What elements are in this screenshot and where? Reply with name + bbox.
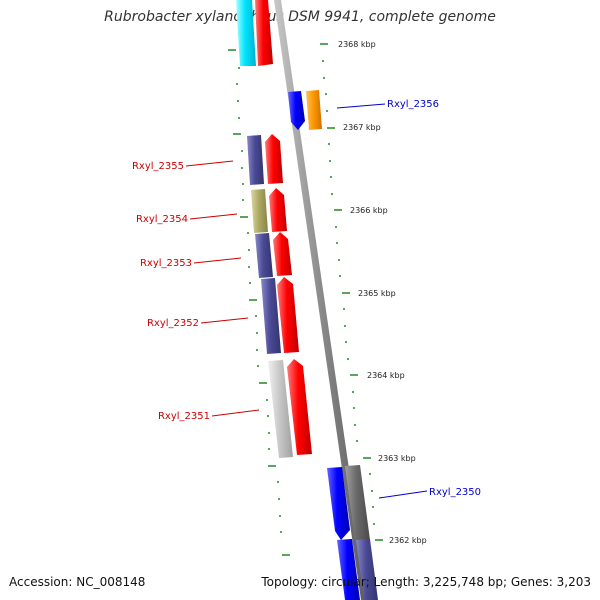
scale-label: 2364 kbp bbox=[367, 371, 405, 380]
genome-backbone bbox=[274, 0, 368, 600]
scale-label: 2368 kbp bbox=[338, 40, 376, 49]
gene-feature-rxyl-2353[interactable] bbox=[273, 232, 292, 276]
gene-label-rxyl-2350[interactable]: Rxyl_2350 bbox=[429, 487, 481, 498]
map-title: Rubrobacter xylanophilus DSM 9941, compl… bbox=[104, 9, 496, 25]
gene-feature-cyan[interactable] bbox=[236, 0, 256, 66]
gene-feature-rxyl-2351[interactable] bbox=[287, 359, 312, 455]
inner-tick-marks bbox=[228, 49, 290, 556]
gene-feature-rxyl-2355-domain[interactable] bbox=[247, 135, 264, 185]
gene-label-rxyl-2353[interactable]: Rxyl_2353 bbox=[140, 258, 192, 269]
gene-feature-rxyl-2356-orange[interactable] bbox=[306, 90, 322, 130]
scale-label: 2366 kbp bbox=[350, 206, 388, 215]
gene-feature-rxyl-2354[interactable] bbox=[269, 188, 287, 232]
gene-feature-blue-bottom[interactable] bbox=[337, 539, 360, 600]
gene-feature-rxyl-2350[interactable] bbox=[327, 467, 350, 540]
scale-label: 2365 kbp bbox=[358, 289, 396, 298]
gene-feature-rxyl-2352-domain[interactable] bbox=[261, 278, 281, 354]
scale-label: 2363 kbp bbox=[378, 454, 416, 463]
gene-feature-rxyl-2353-domain[interactable] bbox=[255, 233, 273, 278]
gene-feature-rxyl-2354-domain[interactable] bbox=[251, 189, 268, 233]
gene-feature-rxyl-2351-domain[interactable] bbox=[268, 360, 293, 458]
label-leader-lines bbox=[185, 103, 428, 499]
gene-feature-red-top[interactable] bbox=[255, 0, 273, 66]
outer-tick-marks bbox=[320, 43, 383, 541]
gene-feature-rxyl-2356-blue[interactable] bbox=[288, 91, 305, 130]
scale-label: 2362 kbp bbox=[389, 536, 427, 545]
gene-feature-purple-bottom[interactable] bbox=[356, 539, 378, 600]
gene-feature-rxyl-2352[interactable] bbox=[277, 277, 299, 353]
topology-text: Topology: circular; Length: 3,225,748 bp… bbox=[261, 575, 591, 589]
gene-label-rxyl-2352[interactable]: Rxyl_2352 bbox=[147, 318, 199, 329]
gene-labels: Rxyl_2356 Rxyl_2355 Rxyl_2354 Rxyl_2353 … bbox=[132, 99, 481, 498]
gene-label-rxyl-2356[interactable]: Rxyl_2356 bbox=[387, 99, 439, 110]
scale-labels: 2368 kbp 2367 kbp 2366 kbp 2365 kbp 2364… bbox=[338, 40, 427, 545]
gene-feature-rxyl-2355[interactable] bbox=[265, 134, 283, 184]
gene-feature-rxyl-2350-domain[interactable] bbox=[345, 465, 370, 541]
scale-label: 2367 kbp bbox=[343, 123, 381, 132]
gene-label-rxyl-2354[interactable]: Rxyl_2354 bbox=[136, 214, 188, 225]
accession-text: Accession: NC_008148 bbox=[9, 575, 146, 589]
gene-label-rxyl-2355[interactable]: Rxyl_2355 bbox=[132, 161, 184, 172]
gene-label-rxyl-2351[interactable]: Rxyl_2351 bbox=[158, 411, 210, 422]
